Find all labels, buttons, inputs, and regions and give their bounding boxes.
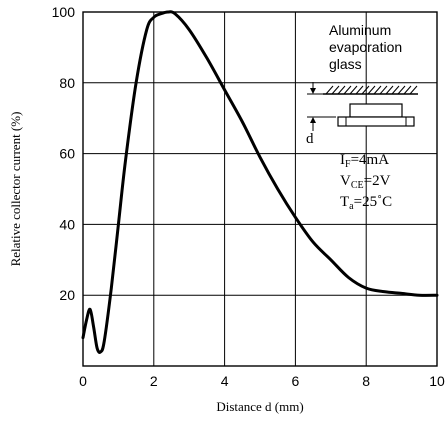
series-line-collector-current bbox=[81, 10, 439, 354]
annotation-box: Aluminum evaporation glass d IF=4mA VCE=… bbox=[306, 22, 418, 212]
sensor-body bbox=[337, 116, 415, 127]
y-axis-label: Relative collector current (%) bbox=[8, 112, 23, 267]
y-tick-label-100: 100 bbox=[52, 4, 76, 20]
x-tick-label-10: 10 bbox=[429, 373, 445, 389]
y-tick-label-60: 60 bbox=[59, 146, 75, 162]
y-tick-labels: 20 40 60 80 100 bbox=[52, 4, 76, 303]
condition-collector-emitter-voltage: VCE=2V bbox=[340, 173, 391, 191]
x-tick-label-2: 2 bbox=[150, 373, 158, 389]
annotation-material-line-2: evaporation bbox=[329, 39, 402, 55]
annotation-material-line-1: Aluminum bbox=[329, 22, 391, 38]
glass-hatching bbox=[325, 85, 418, 95]
measurement-setup-diagram: d bbox=[306, 82, 418, 147]
y-tick-label-80: 80 bbox=[59, 75, 75, 91]
distance-symbol: d bbox=[306, 131, 314, 147]
grid-lines bbox=[83, 12, 437, 366]
y-tick-label-20: 20 bbox=[59, 287, 75, 303]
x-tick-labels: 0 2 4 6 8 10 bbox=[79, 373, 445, 389]
condition-forward-current: IF=4mA bbox=[340, 152, 389, 170]
annotation-material-line-3: glass bbox=[329, 56, 362, 72]
x-tick-label-8: 8 bbox=[362, 373, 370, 389]
plot-frame bbox=[82, 11, 438, 367]
x-tick-label-4: 4 bbox=[221, 373, 229, 389]
condition-ambient-temperature: Ta=25˚C bbox=[340, 194, 392, 212]
x-tick-label-6: 6 bbox=[292, 373, 300, 389]
x-axis-label: Distance d (mm) bbox=[216, 399, 303, 414]
sensor-emitter-top bbox=[349, 103, 403, 118]
x-tick-label-0: 0 bbox=[79, 373, 87, 389]
y-tick-label-40: 40 bbox=[59, 216, 75, 232]
